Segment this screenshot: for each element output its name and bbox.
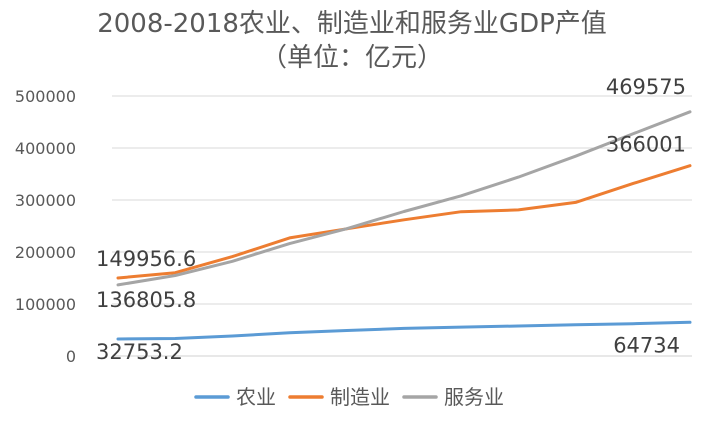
series-line-0 <box>116 320 692 341</box>
y-tick-label: 300000 <box>15 191 76 210</box>
y-axis-ticks: 0 100000 200000 300000 400000 500000 <box>15 87 76 366</box>
series-line-2 <box>116 110 692 287</box>
chart-title: 2008-2018农业、制造业和服务业GDP产值 <box>97 9 607 39</box>
y-tick-label: 100000 <box>15 295 76 314</box>
legend-item-label: 制造业 <box>330 385 390 409</box>
y-tick-label: 0 <box>66 347 76 366</box>
data-label: 469575 <box>606 75 686 99</box>
data-label: 149956.6 <box>96 247 196 271</box>
y-tick-label: 200000 <box>15 243 76 262</box>
y-tick-label: 400000 <box>15 139 76 158</box>
data-label: 136805.8 <box>96 288 196 312</box>
data-label: 64734 <box>613 333 680 357</box>
legend-item-label: 服务业 <box>444 385 504 409</box>
y-tick-label: 500000 <box>15 87 76 106</box>
gridlines <box>112 95 692 357</box>
legend-item-label: 农业 <box>236 385 276 409</box>
legend: 农业 制造业 服务业 <box>194 385 504 409</box>
data-label: 32753.2 <box>96 340 183 364</box>
data-label: 366001 <box>606 133 686 157</box>
series-line-1 <box>116 164 692 280</box>
series-lines <box>116 110 692 341</box>
data-labels: 32753.2 64734 149956.6 366001 136805.8 469575 <box>96 75 686 364</box>
chart-subtitle: （单位：亿元） <box>261 43 443 73</box>
